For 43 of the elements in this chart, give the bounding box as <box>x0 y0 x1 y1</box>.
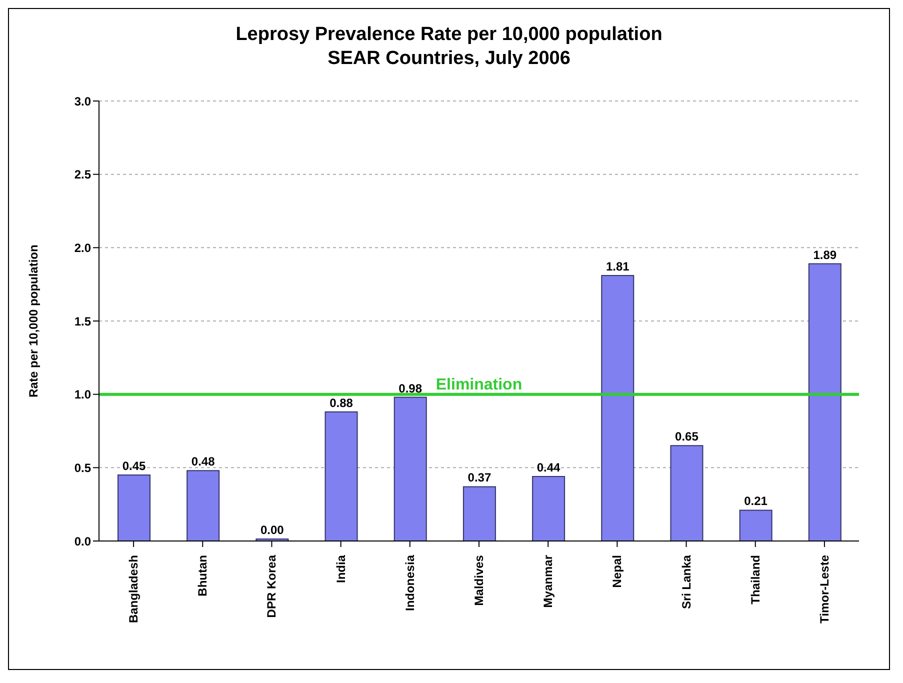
bar <box>462 486 496 541</box>
data-label: 0.98 <box>398 381 422 396</box>
data-label: 0.00 <box>260 523 284 537</box>
x-tick-label: India <box>334 554 348 584</box>
data-label: 1.81 <box>606 260 630 274</box>
bar <box>532 476 566 541</box>
bar <box>670 445 704 541</box>
bar <box>394 396 427 541</box>
y-tick-label: 2.0 <box>74 240 92 255</box>
x-tick-label: Sri Lanka <box>679 554 694 610</box>
data-label: 0.21 <box>744 494 768 508</box>
bar <box>118 474 150 541</box>
x-tick-label: Bangladesh <box>126 555 141 624</box>
x-tick-label: Bhutan <box>196 555 210 596</box>
ref-line-label: Elimination <box>436 376 522 394</box>
y-axis-title: Rate per 10,000 population <box>26 244 40 398</box>
data-label: 0.45 <box>122 459 146 473</box>
y-tick-label: 3.0 <box>74 94 92 108</box>
data-label: 0.88 <box>330 396 354 410</box>
y-tick-label: 2.5 <box>74 168 92 182</box>
data-label: 0.37 <box>468 470 492 485</box>
y-tick-label: 0.0 <box>74 534 92 548</box>
bar <box>324 411 358 541</box>
data-label: 1.89 <box>813 248 837 262</box>
y-tick-label: 1.5 <box>74 314 92 328</box>
x-tick-label: Maldives <box>472 554 486 606</box>
data-label: 0.65 <box>675 430 699 444</box>
bar <box>739 510 772 541</box>
chart-subtitle: SEAR Countries, July 2006 <box>326 47 572 71</box>
bar <box>601 275 634 541</box>
bar <box>186 470 220 541</box>
y-tick-label: 0.5 <box>74 460 92 475</box>
data-label: 0.44 <box>536 460 561 474</box>
x-tick-label: Thailand <box>748 555 762 604</box>
x-tick-label: Myanmar <box>541 554 556 608</box>
x-tick-label: Indonesia <box>402 554 417 612</box>
y-tick-label: 1.0 <box>74 388 92 402</box>
chart-title: Leprosy Prevalence Rate per 10,000 population <box>234 23 664 47</box>
x-tick-label: Nepal <box>610 555 624 588</box>
data-label: 0.48 <box>191 454 216 469</box>
bar <box>808 263 842 541</box>
x-tick-label: DPR Korea <box>264 554 279 618</box>
x-tick-label: Timor-Leste <box>817 554 832 624</box>
